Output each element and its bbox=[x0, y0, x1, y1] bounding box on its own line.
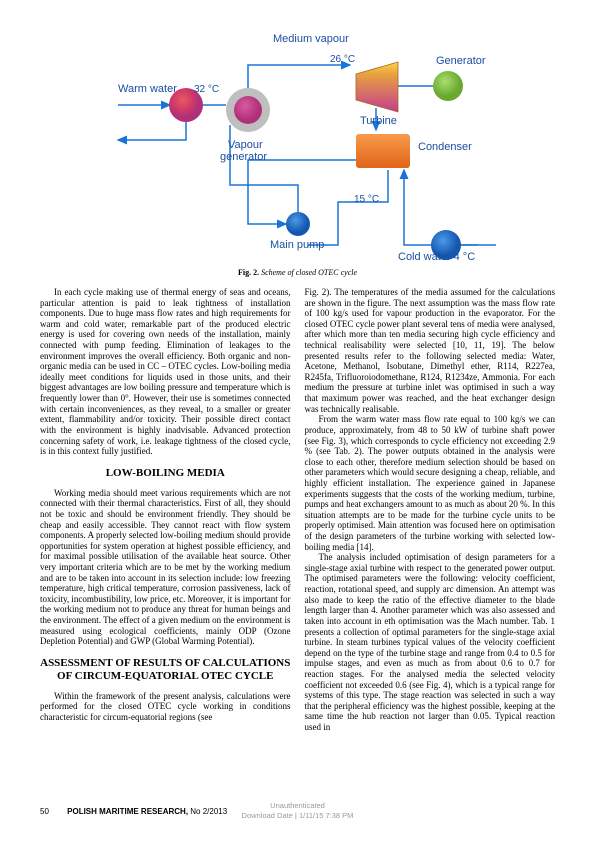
fig-number: Fig. 2. bbox=[238, 268, 259, 277]
stamp-line1: Unauthenticated bbox=[242, 801, 354, 810]
right-column: Fig. 2). The temperatures of the media a… bbox=[305, 287, 556, 733]
label-warm-water: Warm water bbox=[118, 83, 177, 95]
label-generator: Generator bbox=[436, 55, 486, 67]
page-number: 50 bbox=[40, 807, 49, 816]
heading-low-boiling: LOW-BOILING MEDIA bbox=[40, 467, 291, 480]
para-l2: Working media should meet various requir… bbox=[40, 488, 291, 647]
para-r1: Fig. 2). The temperatures of the media a… bbox=[305, 287, 556, 414]
issue-number: No 2/2013 bbox=[188, 807, 227, 816]
text-columns: In each cycle making use of thermal ener… bbox=[40, 287, 555, 733]
page-footer: 50 POLISH MARITIME RESEARCH, No 2/2013 bbox=[40, 807, 227, 816]
label-vapour-gen-2: generator bbox=[220, 151, 267, 163]
diagram-container: Medium vapour Warm water 32 °C Vapour ge… bbox=[40, 30, 555, 260]
label-medium-vapour: Medium vapour bbox=[273, 33, 349, 45]
para-l1: In each cycle making use of thermal ener… bbox=[40, 287, 291, 457]
heading-assessment: ASSESSMENT OF RESULTS OF CALCULATIONS OF… bbox=[40, 657, 291, 683]
label-warm-temp: 32 °C bbox=[194, 84, 219, 95]
left-column: In each cycle making use of thermal ener… bbox=[40, 287, 291, 733]
label-main-pump: Main pump bbox=[270, 239, 324, 251]
label-cold-water: Cold water 4 °C bbox=[398, 251, 475, 260]
label-vapour-gen-1: Vapour bbox=[228, 139, 263, 151]
para-r3: The analysis included optimisation of de… bbox=[305, 552, 556, 732]
label-turbine: Turbine bbox=[360, 115, 397, 127]
journal-name: POLISH MARITIME RESEARCH, bbox=[67, 807, 188, 816]
para-r2: From the warm water mass flow rate equal… bbox=[305, 414, 556, 552]
label-condenser: Condenser bbox=[418, 141, 472, 153]
fig-text: Scheme of closed OTEC cycle bbox=[259, 268, 357, 277]
para-l3: Within the framework of the present anal… bbox=[40, 691, 291, 723]
otec-cycle-diagram: Medium vapour Warm water 32 °C Vapour ge… bbox=[98, 30, 498, 260]
label-t-low: 15 °C bbox=[354, 194, 379, 205]
download-stamp: Unauthenticated Download Date | 1/11/15 … bbox=[242, 801, 354, 820]
stamp-line2: Download Date | 1/11/15 7:38 PM bbox=[242, 811, 354, 820]
figure-caption: Fig. 2. Scheme of closed OTEC cycle bbox=[40, 268, 555, 277]
label-t-high: 26 °C bbox=[330, 54, 355, 65]
